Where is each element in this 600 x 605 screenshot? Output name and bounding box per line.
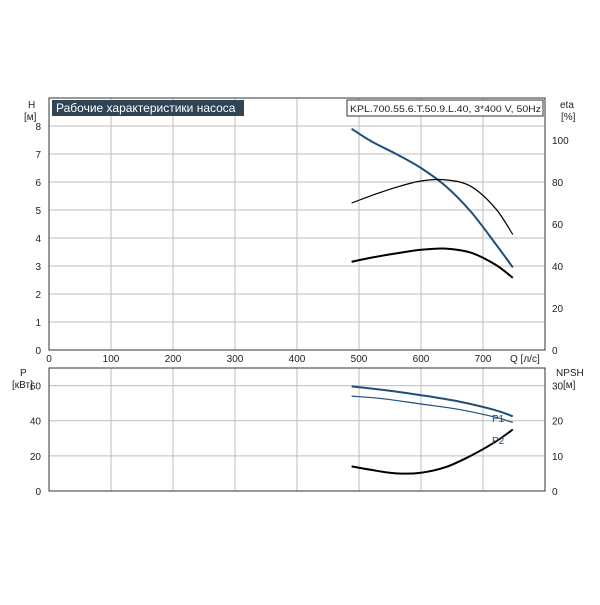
- x-tick-label: 0: [46, 354, 52, 365]
- top-y2-tick-labels: 0 20 40 60 80 100: [552, 136, 569, 357]
- chart-title-box: [52, 100, 244, 116]
- bottom-y-tick-label: 20: [30, 452, 42, 463]
- top-y-tick-label: 0: [35, 346, 41, 357]
- top-y-tick-labels: 0 1 2 3 4 5 6 7 8: [35, 122, 41, 357]
- top-y-tick-label: 8: [35, 122, 41, 133]
- top-grid: [49, 98, 545, 350]
- chart-title: Рабочие характеристики насоса: [56, 101, 236, 115]
- top-y-axis-unit: [м]: [24, 112, 37, 123]
- bottom-y2-tick-labels: 0 10 20 30: [552, 382, 564, 498]
- bottom-y2-tick-label: 0: [552, 487, 558, 498]
- efficiency-curve: [351, 178, 514, 235]
- top-y-tick-label: 3: [35, 262, 41, 273]
- top-y2-tick-label: 40: [552, 262, 564, 273]
- top-plot-frame: [48, 97, 546, 351]
- top-y-tick-label: 1: [35, 318, 41, 329]
- series-label-p2: P2: [492, 436, 505, 447]
- bottom-y2-axis-unit: [м]: [563, 380, 576, 391]
- bottom-y2-tick-label: 20: [552, 417, 564, 428]
- npsh-curve: [351, 428, 514, 475]
- head-curve-black: [351, 247, 514, 279]
- head-curve: [351, 127, 514, 268]
- bottom-y-tick-labels: 0 20 40 60: [30, 382, 42, 498]
- bottom-y-axis-unit: [кВт]: [12, 380, 33, 391]
- top-y-tick-label: 4: [35, 234, 41, 245]
- bottom-y2-tick-label: 10: [552, 452, 564, 463]
- power-p1-curve: [351, 385, 514, 418]
- top-series-group: [351, 127, 514, 279]
- bottom-y-axis-label: P: [20, 368, 27, 379]
- top-y-axis-label: H: [28, 100, 35, 111]
- x-tick-label: 600: [413, 354, 430, 365]
- top-y-tick-label: 6: [35, 178, 41, 189]
- bottom-y-tick-label: 0: [35, 487, 41, 498]
- top-y2-tick-label: 80: [552, 178, 564, 189]
- x-tick-label: 700: [475, 354, 492, 365]
- power-p2-curve: [351, 395, 513, 424]
- top-y-tick-label: 5: [35, 206, 41, 217]
- bottom-series-group: [351, 385, 514, 475]
- top-y2-tick-label: 100: [552, 136, 569, 147]
- x-tick-label: 200: [165, 354, 182, 365]
- top-y2-tick-label: 20: [552, 304, 564, 315]
- top-y2-tick-label: 0: [552, 346, 558, 357]
- bottom-grid: [49, 368, 545, 491]
- bottom-plot-frame: [48, 367, 546, 492]
- x-tick-label: 100: [103, 354, 120, 365]
- top-y2-tick-label: 60: [552, 220, 564, 231]
- chart-subtitle: KPL.700.55.6.T.50.9.L.40, 3*400 V, 50Hz: [350, 104, 541, 115]
- bottom-y2-axis-label: NPSH: [556, 368, 584, 379]
- top-y-tick-label: 2: [35, 290, 41, 301]
- bottom-y2-tick-label: 30: [552, 382, 564, 393]
- chart-subtitle-box: [346, 99, 544, 117]
- top-x-tick-labels: 0 100 200 300 400 500 600 700: [46, 354, 492, 365]
- x-axis-label: Q [л/с]: [510, 354, 540, 365]
- x-tick-label: 500: [351, 354, 368, 365]
- bottom-y-tick-label: 60: [30, 382, 42, 393]
- top-y2-axis-unit: [%]: [561, 112, 576, 123]
- bottom-y-tick-label: 40: [30, 417, 42, 428]
- top-y2-axis-label: eta: [560, 100, 574, 111]
- series-label-p1: P1: [492, 414, 505, 425]
- top-y-tick-label: 7: [35, 150, 41, 161]
- x-tick-label: 400: [289, 354, 306, 365]
- x-tick-label: 300: [227, 354, 244, 365]
